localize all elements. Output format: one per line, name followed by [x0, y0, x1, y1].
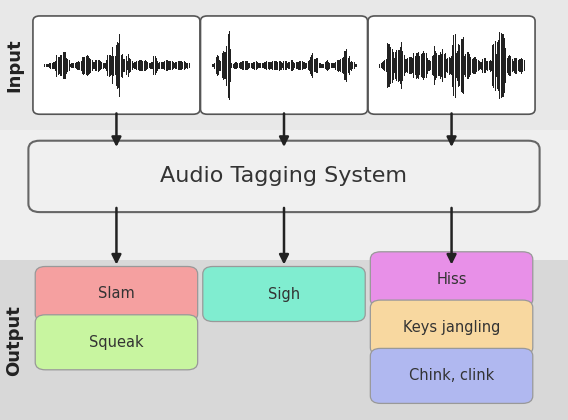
- Text: Squeak: Squeak: [89, 335, 144, 350]
- Text: Output: Output: [5, 305, 23, 375]
- FancyBboxPatch shape: [203, 266, 365, 322]
- Text: Hiss: Hiss: [436, 272, 467, 287]
- Polygon shape: [0, 260, 568, 420]
- Text: Input: Input: [5, 38, 23, 92]
- FancyBboxPatch shape: [35, 315, 198, 370]
- Polygon shape: [0, 0, 568, 130]
- FancyBboxPatch shape: [201, 16, 367, 114]
- FancyBboxPatch shape: [370, 349, 533, 403]
- FancyBboxPatch shape: [28, 141, 540, 212]
- FancyBboxPatch shape: [370, 252, 533, 307]
- Text: Audio Tagging System: Audio Tagging System: [161, 166, 407, 186]
- FancyBboxPatch shape: [368, 16, 535, 114]
- Text: Keys jangling: Keys jangling: [403, 320, 500, 335]
- Text: Sigh: Sigh: [268, 286, 300, 302]
- Text: Chink, clink: Chink, clink: [409, 368, 494, 383]
- FancyBboxPatch shape: [33, 16, 200, 114]
- Polygon shape: [0, 130, 568, 260]
- FancyBboxPatch shape: [370, 300, 533, 355]
- Text: Slam: Slam: [98, 286, 135, 302]
- FancyBboxPatch shape: [35, 266, 198, 322]
